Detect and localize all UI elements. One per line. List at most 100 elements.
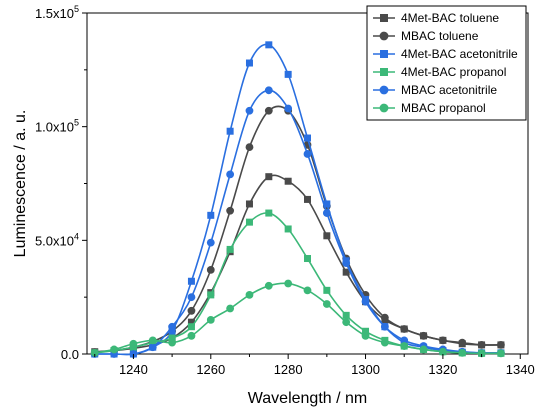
data-point	[438, 347, 447, 356]
x-tick-label: 1300	[351, 362, 380, 377]
series-6	[90, 279, 505, 358]
data-point	[187, 331, 196, 340]
data-point	[284, 225, 292, 233]
data-point	[187, 306, 196, 315]
legend-item: MBAC propanol	[373, 101, 486, 115]
series-5	[90, 86, 505, 358]
data-point	[264, 106, 273, 115]
data-point	[245, 106, 254, 115]
data-point	[304, 255, 311, 263]
legend-item: 4Met-BAC propanol	[373, 65, 506, 79]
data-point	[168, 327, 176, 335]
series-line	[94, 282, 501, 355]
data-point	[187, 318, 195, 326]
data-point	[342, 318, 351, 327]
data-point	[304, 195, 311, 203]
data-point	[419, 345, 428, 354]
y-tick-label: 0.0	[61, 347, 79, 362]
data-point	[206, 238, 215, 247]
data-point	[265, 209, 273, 217]
data-point	[342, 259, 351, 267]
data-point	[245, 218, 253, 226]
legend-label: MBAC toluene	[401, 29, 479, 43]
data-point	[265, 173, 273, 181]
legend-label: MBAC acetonitrile	[401, 83, 497, 97]
data-point	[322, 300, 331, 308]
data-point	[497, 349, 505, 358]
y-tick-label: 5.0x104	[35, 231, 79, 248]
x-tick-label: 1320	[428, 362, 457, 377]
y-tick-label: 1.0x105	[35, 118, 79, 135]
data-point	[400, 342, 409, 350]
data-point	[284, 70, 292, 78]
legend-item: 4Met-BAC acetonitrile	[373, 47, 518, 61]
data-point	[361, 331, 370, 340]
data-point	[303, 286, 312, 295]
data-point	[207, 211, 215, 219]
data-point	[226, 170, 235, 179]
data-point	[168, 334, 176, 342]
series-line	[94, 89, 501, 356]
data-point	[187, 323, 195, 331]
series-1	[91, 173, 505, 356]
data-point	[342, 311, 350, 319]
legend-label: MBAC propanol	[401, 101, 486, 115]
legend-label: 4Met-BAC propanol	[401, 65, 506, 79]
x-tick-label: 1240	[119, 362, 148, 377]
data-point	[129, 339, 138, 348]
y-tick-label: 1.5x105	[35, 4, 79, 21]
data-point	[380, 322, 389, 331]
data-point	[477, 341, 486, 349]
data-point	[148, 336, 157, 345]
series-line	[94, 105, 501, 353]
data-point	[264, 281, 273, 290]
data-point	[168, 322, 177, 331]
data-point	[361, 297, 370, 306]
series-4	[91, 209, 505, 357]
data-point	[226, 206, 235, 215]
series-line	[94, 212, 501, 355]
data-point	[380, 313, 389, 322]
legend-marker	[379, 31, 389, 41]
data-point	[380, 338, 389, 347]
x-tick-label: 1340	[506, 362, 535, 377]
series-2	[90, 105, 505, 357]
data-point	[458, 348, 467, 357]
data-point	[419, 331, 428, 340]
data-point	[323, 286, 331, 294]
data-point	[245, 200, 253, 208]
data-point	[90, 348, 99, 357]
data-point	[265, 41, 273, 49]
legend-marker	[380, 14, 388, 22]
legend-box	[366, 5, 527, 121]
data-point	[438, 336, 447, 345]
data-point	[400, 336, 409, 345]
data-point	[497, 341, 505, 349]
data-point	[342, 268, 350, 276]
data-point	[226, 245, 234, 253]
legend-marker	[379, 103, 389, 113]
data-point	[323, 200, 331, 208]
data-point	[206, 265, 215, 274]
x-tick-label: 1260	[196, 362, 225, 377]
data-point	[284, 279, 293, 288]
data-point	[400, 325, 409, 333]
legend-item: 4Met-BAC toluene	[373, 11, 499, 25]
x-axis-title: Wavelength / nm	[248, 390, 367, 407]
data-point	[226, 304, 235, 313]
legend-marker	[380, 50, 388, 58]
legend-label: 4Met-BAC toluene	[401, 11, 499, 25]
data-point	[458, 338, 467, 347]
data-point	[187, 277, 195, 285]
data-point	[245, 143, 254, 152]
data-point	[304, 134, 311, 142]
legend-item: MBAC acetonitrile	[373, 83, 497, 97]
data-point	[226, 127, 234, 135]
data-point	[303, 150, 312, 158]
data-point	[187, 293, 196, 302]
data-point	[148, 343, 157, 352]
data-point	[284, 177, 292, 185]
legend-label: 4Met-BAC acetonitrile	[401, 47, 518, 61]
data-point	[284, 104, 293, 113]
